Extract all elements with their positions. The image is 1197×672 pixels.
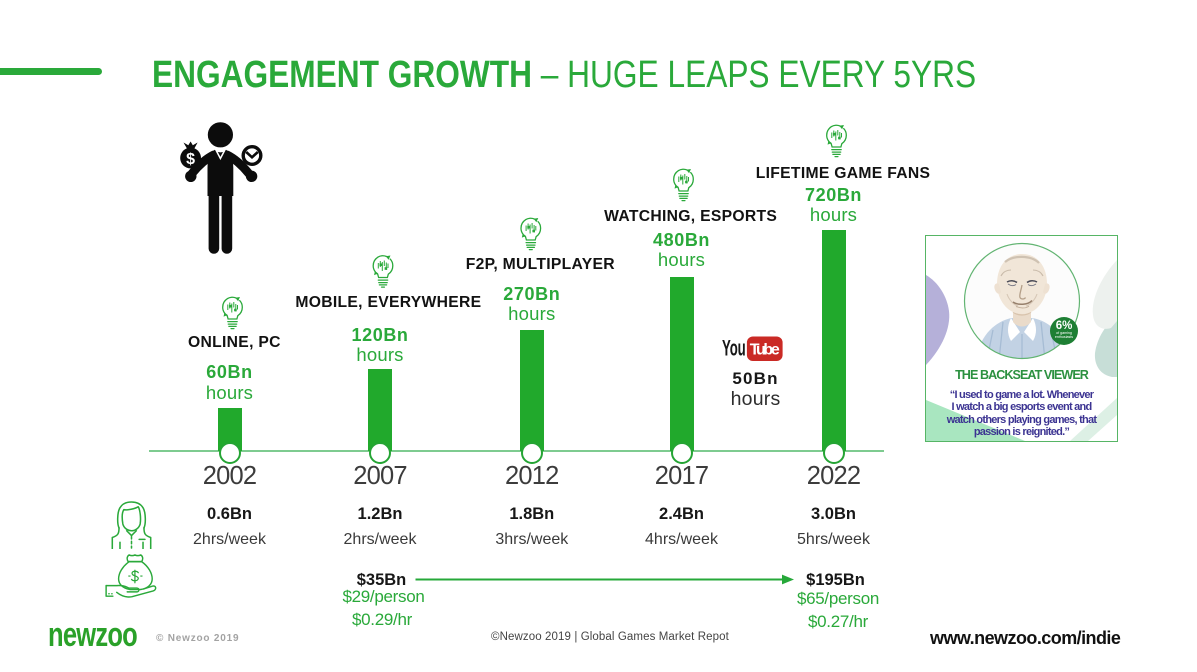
svg-text:Tube: Tube <box>750 341 780 358</box>
svg-text:$: $ <box>186 151 195 168</box>
svg-text:You: You <box>722 336 746 360</box>
